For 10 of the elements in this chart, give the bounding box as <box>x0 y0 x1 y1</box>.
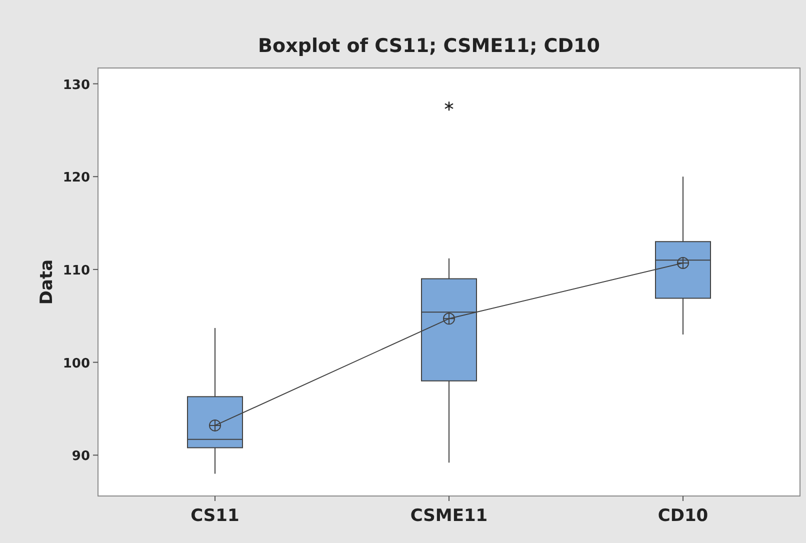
chart-title: Boxplot of CS11; CSME11; CD10 <box>258 35 600 57</box>
x-tick-label: CSME11 <box>410 506 488 526</box>
y-tick-label: 100 <box>62 356 90 372</box>
y-tick-label: 130 <box>62 78 90 93</box>
y-axis-title: Data <box>37 259 57 305</box>
y-tick-label: 120 <box>62 170 90 186</box>
y-tick-label: 90 <box>72 449 90 464</box>
x-tick-label: CS11 <box>190 506 240 526</box>
x-tick-label: CD10 <box>658 506 708 526</box>
y-tick-label: 110 <box>62 263 90 278</box>
